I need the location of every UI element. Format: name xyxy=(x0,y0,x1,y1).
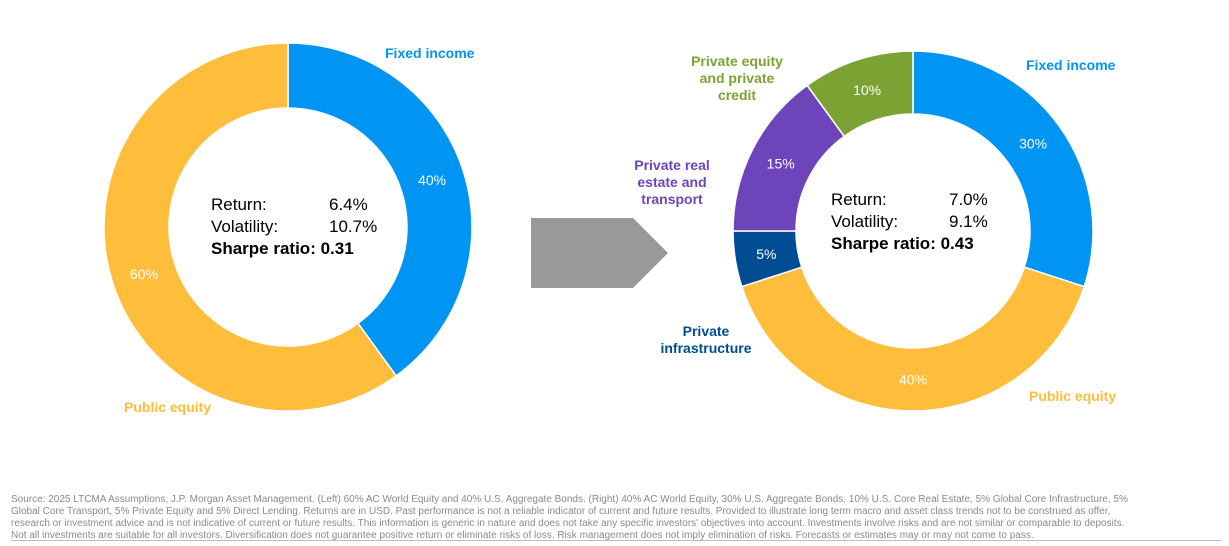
right-public-equity-label: Public equity xyxy=(1029,388,1117,404)
left-stats: Return: 6.4% Volatility: 10.7% Sharpe rati… xyxy=(211,194,377,260)
left-value-label-0: 40% xyxy=(418,172,446,188)
right-private-real-estate-label: Private real estate and transport xyxy=(634,157,710,207)
right-slice-public-equity xyxy=(740,266,1086,412)
transition-arrow-icon xyxy=(531,218,668,288)
footnote-divider xyxy=(11,540,1221,541)
footnote-line-1: Source: 2025 LTCMA Assumptions, J.P. Mor… xyxy=(11,494,1128,505)
source-footnote: Source: 2025 LTCMA Assumptions, J.P. Mor… xyxy=(11,494,1221,542)
right-value-label-0: 30% xyxy=(1019,136,1047,152)
left-donut-chart: 40% 60% xyxy=(103,42,473,412)
right-value-label-2: 5% xyxy=(756,246,776,262)
left-fixed-income-label: Fixed income xyxy=(385,45,475,61)
left-volatility-label: Volatility: xyxy=(211,217,279,236)
right-value-label-3: 15% xyxy=(767,156,795,172)
left-value-label-1: 60% xyxy=(130,266,158,282)
right-private-equity-label: Private equity and private credit xyxy=(691,53,783,103)
right-return-value: 7.0% xyxy=(949,190,988,209)
right-stats: Return: 7.0% Volatility: 9.1% Sharpe ratio… xyxy=(831,189,988,255)
right-fixed-income-label: Fixed income xyxy=(1026,57,1116,73)
left-public-equity-label: Public equity xyxy=(124,399,212,415)
left-slice-fixed-income xyxy=(287,42,473,377)
right-return-label: Return: xyxy=(831,190,887,209)
footnote-line-4: Not all investments are suitable for all… xyxy=(11,530,1034,541)
right-volatility-value: 9.1% xyxy=(949,212,988,231)
left-return-label: Return: xyxy=(211,195,267,214)
right-value-label-4: 10% xyxy=(853,82,881,98)
left-return-value: 6.4% xyxy=(329,195,368,214)
footnote-line-3: research or investment advice and is not… xyxy=(11,518,1125,529)
left-volatility-value: 10.7% xyxy=(329,217,378,236)
right-slice-private-equity-and-private-credit xyxy=(806,50,914,138)
right-private-infrastructure-label: Private infrastructure xyxy=(660,323,752,356)
right-value-label-1: 40% xyxy=(899,372,927,388)
right-donut-chart: 30% 40% 5% 15% 10% xyxy=(732,50,1094,412)
right-volatility-label: Volatility: xyxy=(831,212,899,231)
left-slice-public-equity xyxy=(103,42,398,412)
footnote-line-2: Global Core Transport, 5% Private Equity… xyxy=(11,506,1111,517)
right-sharpe-ratio: Sharpe ratio: 0.43 xyxy=(831,234,974,253)
right-slice-fixed-income xyxy=(912,50,1094,288)
left-sharpe-ratio: Sharpe ratio: 0.31 xyxy=(211,239,354,258)
